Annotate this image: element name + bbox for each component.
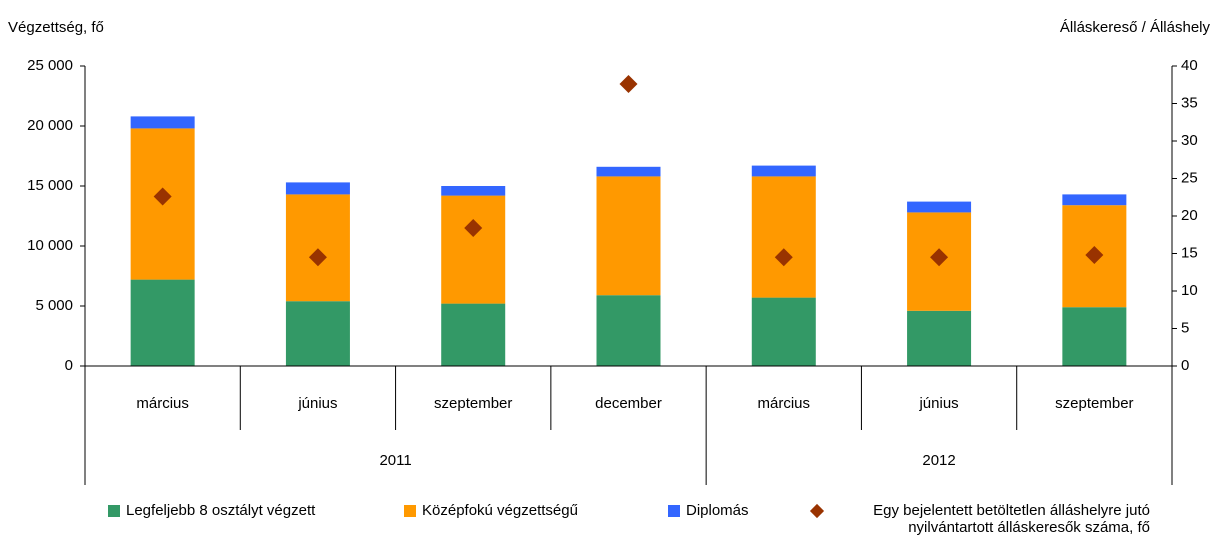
bar-segment xyxy=(596,166,661,177)
legend-label: Középfokú végzettségű xyxy=(422,502,578,519)
legend-label: Diplomás xyxy=(686,502,749,519)
bar-segment xyxy=(596,176,661,296)
x-tick-label: szeptember xyxy=(1055,395,1133,412)
y-tick-label: 20 000 xyxy=(27,117,73,134)
bar-segment xyxy=(441,303,506,366)
x-tick-label: szeptember xyxy=(434,395,512,412)
x-tick-label: június xyxy=(918,395,958,412)
diamond-marker xyxy=(153,187,172,206)
bar-segment xyxy=(441,186,506,196)
plot: Végzettség, fő Álláskereső / Álláshely 0… xyxy=(8,19,1211,485)
y2-tick-label: 0 xyxy=(1181,357,1189,374)
legend-item: Legfeljebb 8 osztályt végzett xyxy=(108,502,315,519)
y2-axis-title: Álláskereső / Álláshely xyxy=(1060,19,1211,36)
y2-tick-label: 15 xyxy=(1181,244,1198,261)
bar-segment xyxy=(751,165,816,177)
group-label: 2012 xyxy=(922,452,955,469)
y-tick-label: 0 xyxy=(65,357,73,374)
x-tick-label: december xyxy=(595,395,662,412)
y-tick-label: 15 000 xyxy=(27,177,73,194)
x-tick-label: március xyxy=(758,395,811,412)
y2-tick-label: 5 xyxy=(1181,319,1189,336)
bar-segment xyxy=(1062,194,1127,206)
bar-segment xyxy=(285,301,350,366)
y2-tick-label: 10 xyxy=(1181,282,1198,299)
y2-tick-label: 35 xyxy=(1181,94,1198,111)
y2-tick-label: 30 xyxy=(1181,132,1198,149)
y-axis-title: Végzettség, fő xyxy=(8,19,104,36)
legend-swatch xyxy=(108,505,120,517)
legend-item: Diplomás xyxy=(668,502,749,519)
bar-segment xyxy=(907,201,972,213)
y2-tick-label: 25 xyxy=(1181,169,1198,186)
legend-label: Legfeljebb 8 osztályt végzett xyxy=(126,502,316,519)
legend-item: Egy bejelentett betöltetlen álláshelyre … xyxy=(809,502,1150,536)
legend-swatch xyxy=(668,505,680,517)
bar-segment xyxy=(285,182,350,195)
bar-segment xyxy=(751,176,816,298)
diamond-marker xyxy=(930,248,949,267)
bar-segment xyxy=(285,194,350,302)
diamond-marker xyxy=(308,248,327,267)
diamond-marker xyxy=(464,219,483,237)
diamond-marker xyxy=(619,75,638,93)
x-tick-label: március xyxy=(136,395,189,412)
diamond-marker xyxy=(1085,246,1104,264)
bar-segment xyxy=(751,297,816,366)
legend-label: Egy bejelentett betöltetlen álláshelyre … xyxy=(873,502,1150,536)
bar-segment xyxy=(130,116,195,129)
bar-segment xyxy=(596,295,661,366)
bar-segment xyxy=(441,195,506,304)
legend-swatch xyxy=(404,505,416,517)
bar-segment xyxy=(130,279,195,366)
y-tick-label: 5 000 xyxy=(35,297,73,314)
y-tick-label: 10 000 xyxy=(27,237,73,254)
y2-tick-label: 20 xyxy=(1181,207,1198,224)
bar-segment xyxy=(907,310,972,366)
bar-segment xyxy=(1062,307,1127,366)
legend-item: Középfokú végzettségű xyxy=(404,502,578,519)
y-tick-label: 25 000 xyxy=(27,57,73,74)
group-label: 2011 xyxy=(379,452,411,469)
legend-swatch xyxy=(809,503,825,519)
diamond-marker xyxy=(774,248,793,267)
x-tick-label: június xyxy=(297,395,337,412)
y2-tick-label: 40 xyxy=(1181,57,1198,74)
